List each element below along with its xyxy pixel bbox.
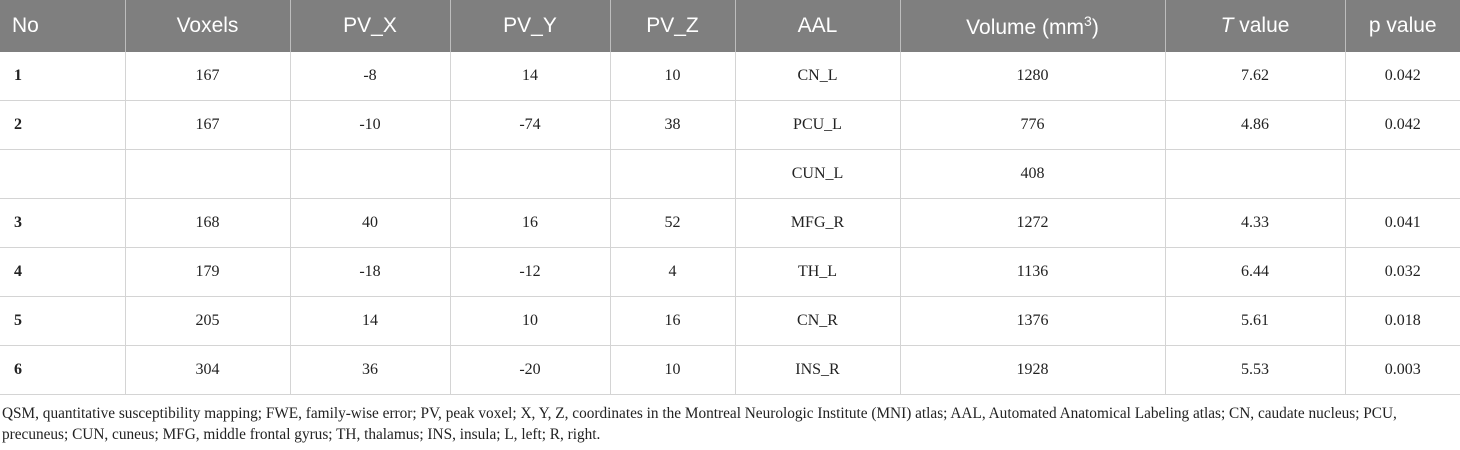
header-cell: PV_Z (609, 0, 735, 52)
table-cell: 10 (609, 52, 735, 101)
header-cell: T value (1164, 0, 1345, 52)
header-cell: PV_X (289, 0, 450, 52)
empty-cell (1164, 149, 1345, 199)
table-cell: 179 (124, 247, 290, 297)
table-cell: TH_L (734, 247, 900, 297)
table-cell: 4.33 (1164, 198, 1345, 248)
table-cell: 167 (124, 100, 290, 150)
table-cell: 6 (0, 345, 125, 395)
table-cell: CN_L (734, 52, 900, 101)
table-row: 1 167 -8 14 10 CN_L 1280 7.62 0.042 (0, 52, 1460, 101)
table-cell: 16 (609, 296, 735, 346)
header-cell: No (0, 0, 125, 52)
table-cell: 10 (449, 296, 610, 346)
empty-cell (449, 149, 610, 199)
header-superscript: 3 (1084, 12, 1092, 29)
table-cell: 776 (899, 100, 1165, 150)
table-cell: 304 (124, 345, 290, 395)
empty-cell (124, 149, 290, 199)
table-cell: 40 (289, 198, 450, 248)
table-cell: CN_R (734, 296, 900, 346)
header-cell: AAL (734, 0, 900, 52)
table-cell: 408 (899, 149, 1165, 199)
table-cell: -18 (289, 247, 450, 297)
table-cell: 0.041 (1344, 198, 1460, 248)
header-text: ) (1091, 15, 1099, 39)
table-cell: 2 (0, 100, 125, 150)
table-cell: 4 (609, 247, 735, 297)
table-cell: 38 (609, 100, 735, 150)
table-cell: 36 (289, 345, 450, 395)
empty-cell (609, 149, 735, 199)
footnote: QSM, quantitative susceptibility mapping… (2, 405, 1397, 443)
table-cell: 6.44 (1164, 247, 1345, 297)
table-row: 3 168 40 16 52 MFG_R 1272 4.33 0.041 (0, 198, 1460, 248)
header-cell: PV_Y (449, 0, 610, 52)
empty-cell (1344, 149, 1460, 199)
table-cell: 1 (0, 52, 125, 101)
table-cell: CUN_L (734, 149, 900, 199)
table-cell: -8 (289, 52, 450, 101)
table-cell: 5.53 (1164, 345, 1345, 395)
table-cell: -10 (289, 100, 450, 150)
table-cell: 0.042 (1344, 100, 1460, 150)
table-cell: 4.86 (1164, 100, 1345, 150)
table-cell: 0.042 (1344, 52, 1460, 101)
empty-cell (0, 149, 125, 199)
header-row: No Voxels PV_X PV_Y PV_Z AAL Volume (mm3) T val… (0, 0, 1460, 52)
table-cell: 167 (124, 52, 290, 101)
header-cell: Volume (mm3) (899, 0, 1165, 52)
table-row: 2 167 -10 -74 38 PCU_L 776 4.86 0.042 (0, 100, 1460, 150)
table-cell: 7.62 (1164, 52, 1345, 101)
table-cell: 5.61 (1164, 296, 1345, 346)
table-cell: 10 (609, 345, 735, 395)
table-cell: 3 (0, 198, 125, 248)
table-cell: PCU_L (734, 100, 900, 150)
table-cell: 1928 (899, 345, 1165, 395)
table-cell: 52 (609, 198, 735, 248)
table-body: 1 167 -8 14 10 CN_L 1280 7.62 0.042 2 167 -10 -74 38 P… (0, 52, 1460, 395)
table-cell: 14 (449, 52, 610, 101)
table-row: CUN_L 408 (0, 149, 1460, 199)
table-cell: 4 (0, 247, 125, 297)
table-cell: MFG_R (734, 198, 900, 248)
table-row: 6 304 36 -20 10 INS_R 1928 5.53 0.003 (0, 345, 1460, 395)
table-cell: 1280 (899, 52, 1165, 101)
header-italic: T (1220, 14, 1234, 37)
header-text: value (1233, 14, 1290, 37)
table-cell: INS_R (734, 345, 900, 395)
table-cell: 168 (124, 198, 290, 248)
header-cell: Voxels (124, 0, 290, 52)
table-row: 5 205 14 10 16 CN_R 1376 5.61 0.018 (0, 296, 1460, 346)
table-cell: 0.032 (1344, 247, 1460, 297)
table-cell: -74 (449, 100, 610, 150)
header-text: Volume (mm (966, 15, 1085, 39)
table-cell: 1272 (899, 198, 1165, 248)
table-cell: 1136 (899, 247, 1165, 297)
table-cell: 14 (289, 296, 450, 346)
table-cell: 0.018 (1344, 296, 1460, 346)
table-cell: 16 (449, 198, 610, 248)
data-table: No Voxels PV_X PV_Y PV_Z AAL Volume (mm3) T val… (0, 0, 1460, 395)
table-cell: 205 (124, 296, 290, 346)
table-cell: 5 (0, 296, 125, 346)
header-cell: p value (1344, 0, 1460, 52)
table-row: 4 179 -18 -12 4 TH_L 1136 6.44 0.032 (0, 247, 1460, 297)
table-cell: -20 (449, 345, 610, 395)
table-cell: 0.003 (1344, 345, 1460, 395)
empty-cell (289, 149, 450, 199)
table-cell: 1376 (899, 296, 1165, 346)
table-cell: -12 (449, 247, 610, 297)
